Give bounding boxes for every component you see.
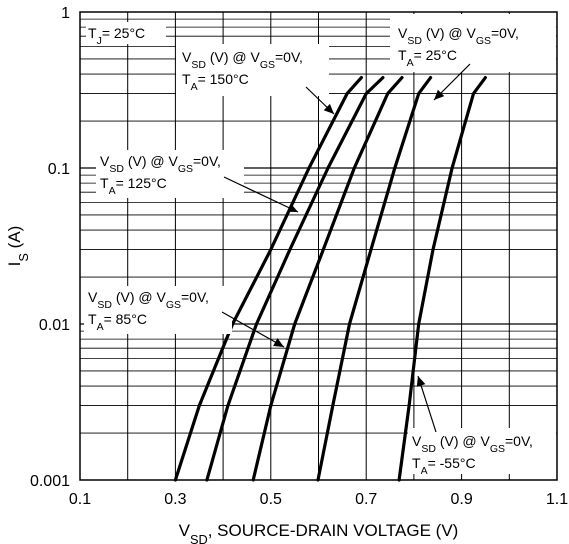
x-tick-label: 1.1 (546, 491, 568, 508)
x-tick-label: 0.3 (164, 491, 186, 508)
annotation-line2: TA= 150°C (182, 71, 249, 93)
x-tick-label: 0.5 (260, 491, 282, 508)
annotation-4: VSD (V) @ VGS=0V,TA= 25°C (390, 14, 556, 101)
annotation-line1: VSD (V) @ VGS=0V, (100, 153, 221, 175)
series-line-5 (397, 76, 487, 482)
annotation-1: VSD (V) @ VGS=0V,TA= 150°C (176, 44, 335, 115)
x-axis-label: VSD, SOURCE-DRAIN VOLTAGE (V) (179, 521, 459, 544)
annotation-bg (390, 14, 556, 72)
series-line-2 (205, 76, 385, 482)
x-tick-label: 0.7 (355, 491, 377, 508)
annotation-bg (84, 286, 232, 334)
annotation-2-arrowhead (287, 203, 298, 212)
series-group (173, 76, 487, 482)
y-tick-label: 0.001 (30, 473, 70, 490)
annotation-5: VSD (V) @ VGS=0V,TA= -55°C (408, 375, 556, 477)
annotation-1-arrowhead (323, 103, 334, 114)
condition-label: TJ= 25°C (88, 25, 145, 47)
annotation-3: VSD (V) @ VGS=0V,TA= 85°C (84, 286, 285, 348)
x-tick-label: 0.1 (69, 491, 91, 508)
annotation-4-arrowhead (434, 89, 445, 100)
annotation-bg (176, 44, 329, 96)
annotation-line2: TA= 125°C (100, 175, 167, 197)
annotation-5-arrowhead (416, 376, 426, 387)
x-tick-label: 0.9 (450, 491, 472, 508)
annotation-line2: TA= 25°C (398, 47, 457, 69)
series-line-1 (173, 76, 363, 482)
y-tick-label: 1 (61, 5, 70, 22)
annotation-bg (408, 428, 556, 474)
condition-label-bg (86, 22, 166, 44)
y-tick-label: 0.1 (48, 161, 70, 178)
y-tick-label: 0.01 (39, 317, 70, 334)
annotation-line2: TA= 85°C (88, 311, 147, 333)
annotation-3-leader (221, 311, 285, 348)
annotation-line1: VSD (V) @ VGS=0V, (88, 289, 209, 311)
series-line-4 (316, 76, 433, 482)
y-axis-label: IS (A) (5, 226, 31, 267)
annotation-3-arrowhead (273, 338, 284, 347)
annotation-line1: VSD (V) @ VGS=0V, (398, 25, 519, 47)
series-line-3 (251, 76, 404, 482)
annotation-2: VSD (V) @ VGS=0V,TA= 125°C (96, 150, 299, 213)
annotation-2-leader (223, 176, 299, 213)
grid (80, 12, 557, 480)
tick-labels: 0.1 0.3 0.5 0.7 0.9 1.1 0.001 0.01 0.1 1 (30, 5, 568, 508)
axis-labels: VSD, SOURCE-DRAIN VOLTAGE (V) IS (A) (5, 226, 458, 544)
annotation-bg (96, 150, 244, 198)
annotation-line1: VSD (V) @ VGS=0V, (412, 433, 533, 455)
annotation-line1: VSD (V) @ VGS=0V, (182, 49, 303, 71)
annotation-line2: TA= -55°C (412, 455, 476, 477)
